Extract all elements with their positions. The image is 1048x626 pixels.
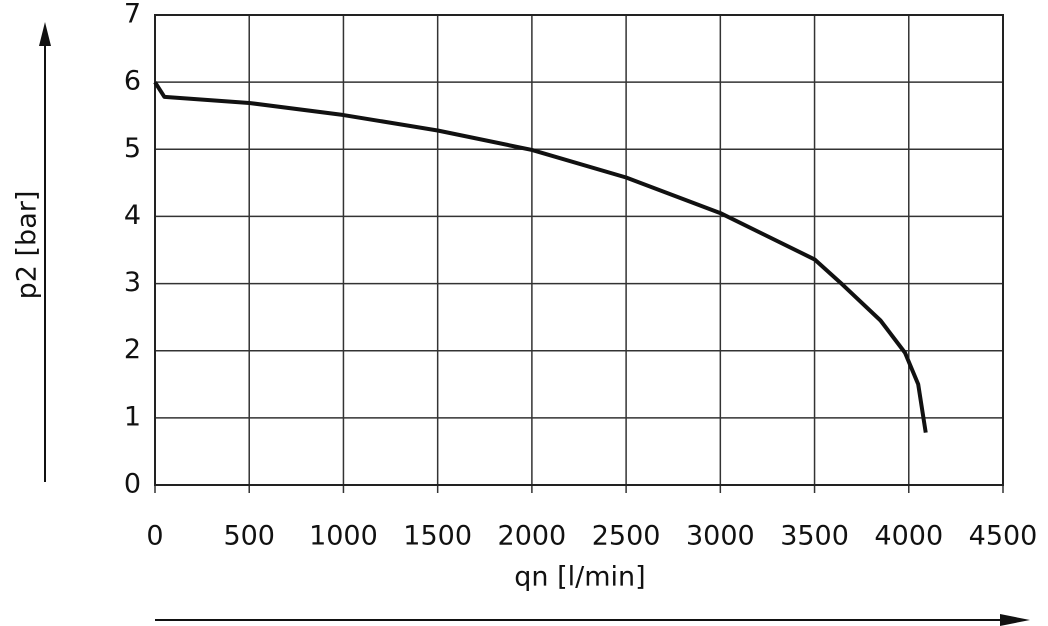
x-tick-label: 2000 [498, 521, 567, 552]
y-tick-label: 2 [124, 334, 141, 365]
y-tick-label: 6 [124, 66, 141, 97]
x-tick-label: 2500 [592, 521, 661, 552]
y-tick-label: 7 [124, 0, 141, 30]
y-axis-label: p2 [bar] [12, 191, 43, 300]
x-tick-label: 500 [223, 521, 275, 552]
x-tick-label: 3000 [686, 521, 755, 552]
y-tick-label: 0 [124, 469, 141, 500]
x-tick-label: 4000 [874, 521, 943, 552]
y-tick-label: 5 [124, 133, 141, 164]
x-tick-label: 0 [146, 521, 163, 552]
y-tick-label: 3 [124, 267, 141, 298]
x-tick-label: 3500 [780, 521, 849, 552]
y-tick-label: 4 [124, 200, 141, 231]
plot-frame [154, 14, 1004, 486]
x-tick-label: 4500 [969, 521, 1038, 552]
x-tick-label: 1000 [309, 521, 378, 552]
y-axis-arrowhead [39, 22, 51, 46]
y-tick-label: 1 [124, 401, 141, 432]
x-tick-label: 1500 [403, 521, 472, 552]
x-axis-arrowhead [1000, 614, 1030, 626]
data-line [153, 81, 928, 433]
x-axis-label: qn [l/min] [514, 562, 645, 593]
